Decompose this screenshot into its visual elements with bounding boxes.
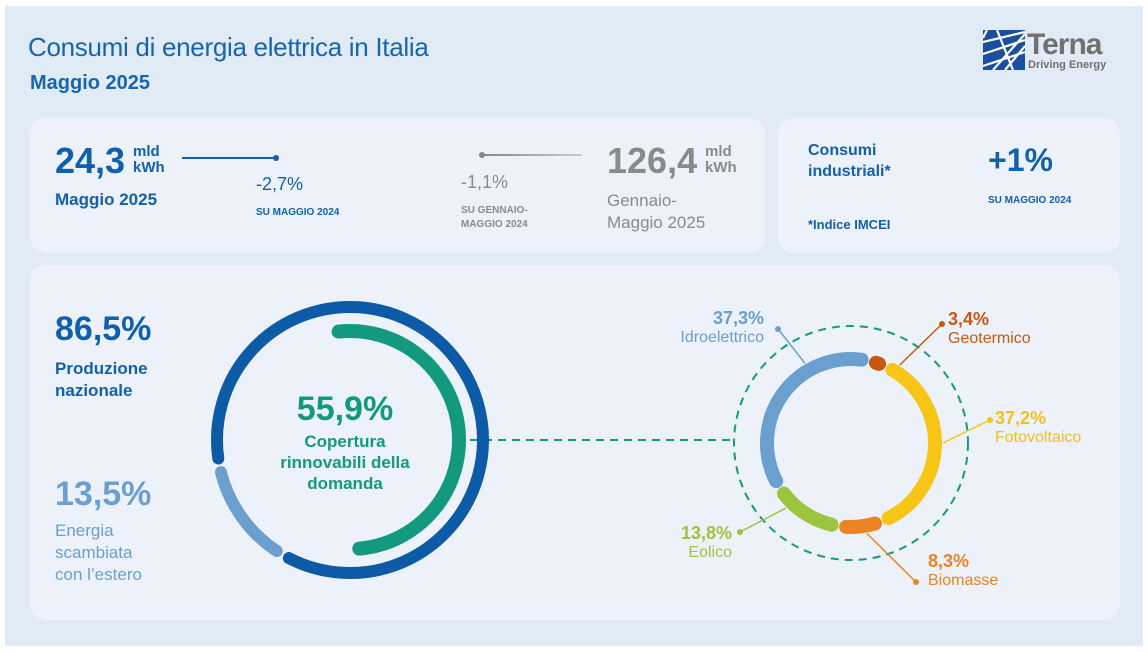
donut-segment-eolico	[776, 486, 839, 532]
segment-value: 3,4%	[948, 309, 990, 329]
caption-line: domanda	[307, 474, 383, 493]
segment-name: Biomasse	[928, 572, 999, 589]
caption-line: Copertura	[304, 432, 386, 451]
ytd-period: Gennaio- Maggio 2025	[607, 190, 705, 234]
national-production-label: Produzione nazionale	[55, 358, 148, 402]
segment-name: Idroelettrico	[680, 329, 764, 346]
arrow-line	[182, 157, 276, 159]
monthly-period: Maggio 2025	[55, 190, 158, 209]
segment-value: 13,8%	[680, 523, 732, 543]
page-subtitle: Maggio 2025	[30, 72, 151, 94]
leader-line-biomasse	[866, 533, 917, 583]
label-eolico: 13,8% Eolico	[670, 523, 732, 562]
industrial-value: +1%	[988, 142, 1053, 178]
renewables-value: 55,9%	[296, 390, 394, 428]
label-idroelettrico: 37,3% Idroelettrico	[660, 308, 764, 347]
segment-name: Geotermico	[948, 330, 1031, 347]
donut-segment-geotermico	[868, 355, 887, 371]
monthly-unit: mld kWh	[133, 144, 165, 176]
monthly-change: -2,7%	[256, 174, 304, 194]
arrow-dot	[479, 152, 485, 158]
arrow-line	[482, 154, 582, 156]
label-line: nazionale	[55, 381, 133, 400]
segment-value: 37,2%	[995, 408, 1047, 428]
leader-dot-geotermico	[939, 321, 945, 327]
leader-line-eolico	[739, 507, 787, 533]
label-geotermico: 3,4% Geotermico	[948, 309, 1031, 348]
ytd-unit: mld kWh	[705, 144, 737, 176]
leader-dot-eolico	[737, 529, 743, 535]
donut-segment-idroelettrico	[760, 352, 869, 489]
label-biomasse: 8,3% Biomasse	[928, 551, 998, 590]
renewables-arc	[331, 324, 466, 556]
monthly-value: 24,3	[55, 140, 126, 181]
industrial-card	[778, 118, 1120, 253]
donut-segment-produzione-nazionale	[211, 301, 489, 579]
period-line: Gennaio-	[607, 191, 677, 210]
unit-line: mld	[705, 143, 732, 160]
label-line: con l’estero	[55, 565, 142, 584]
label-line: industriali*	[808, 163, 891, 180]
leader-line-fotovoltaico	[942, 419, 991, 444]
industrial-note: *Indice IMCEI	[808, 217, 891, 232]
industrial-label: Consumi industriali*	[808, 140, 891, 182]
ref-line: MAGGIO 2024	[461, 219, 528, 230]
ytd-value: 126,4	[607, 140, 698, 181]
national-production-value: 86,5%	[55, 310, 152, 348]
unit-line: kWh	[705, 159, 737, 176]
donut-segment-fotovoltaico	[881, 362, 942, 526]
segment-value: 37,3%	[712, 308, 764, 328]
segment-name: Fotovoltaico	[995, 429, 1082, 446]
label-fotovoltaico: 37,2% Fotovoltaico	[995, 408, 1081, 447]
arrow-dot	[273, 155, 279, 161]
leader-dot-biomasse	[913, 579, 919, 585]
leader-line-idroelettrico	[777, 328, 806, 364]
label-line: Energia	[55, 521, 114, 540]
renewables-dashed-ring	[733, 325, 969, 561]
ytd-change-ref: SU GENNAIO- MAGGIO 2024	[461, 204, 528, 232]
terna-grid-logo-icon	[983, 30, 1025, 70]
leader-line-geotermico	[899, 323, 943, 366]
renewables-center: 55,9% Copertura rinnovabili della domanda	[250, 390, 440, 494]
caption-line: rinnovabili della	[280, 453, 410, 472]
renewables-caption: Copertura rinnovabili della domanda	[250, 431, 440, 494]
logo-tagline: Driving Energy	[1028, 59, 1107, 71]
donut-segment-biomasse	[839, 516, 882, 534]
import-label: Energia scambiata con l’estero	[55, 520, 142, 586]
label-line: scambiata	[55, 543, 133, 562]
page-title: Consumi di energia elettrica in Italia	[28, 32, 429, 62]
leader-dot-idroelettrico	[775, 326, 781, 332]
import-value: 13,5%	[55, 475, 152, 513]
ref-line: SU GENNAIO-	[461, 205, 528, 216]
ytd-change: -1,1%	[461, 172, 509, 192]
label-line: Produzione	[55, 359, 148, 378]
monthly-change-ref: SU MAGGIO 2024	[256, 207, 340, 218]
label-line: Consumi	[808, 142, 877, 159]
unit-line: kWh	[133, 159, 165, 176]
leader-dot-fotovoltaico	[987, 417, 993, 423]
segment-name: Eolico	[688, 544, 732, 561]
logo-name: Terna	[1027, 28, 1102, 61]
industrial-change-ref: SU MAGGIO 2024	[988, 195, 1072, 206]
segment-value: 8,3%	[928, 551, 970, 571]
period-line: Maggio 2025	[607, 213, 706, 232]
donut-segment-energia-scambiata-con-l-estero	[214, 466, 283, 558]
consumption-card	[30, 118, 765, 253]
unit-line: mld	[133, 143, 160, 160]
